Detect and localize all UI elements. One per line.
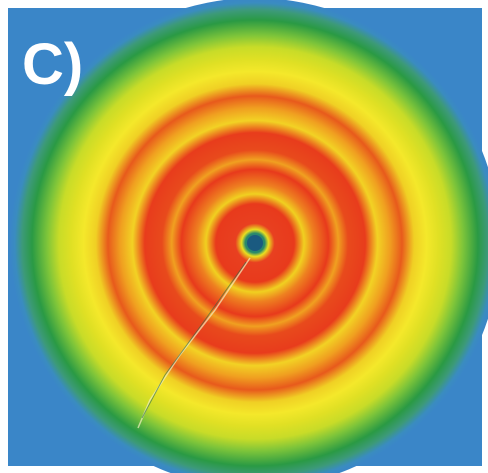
diffraction-image: C) (0, 0, 488, 473)
page: C) (() => { const data = JSON.parse(docu… (0, 0, 488, 473)
panel-label: C) (22, 32, 83, 97)
beam-stop (247, 235, 263, 251)
